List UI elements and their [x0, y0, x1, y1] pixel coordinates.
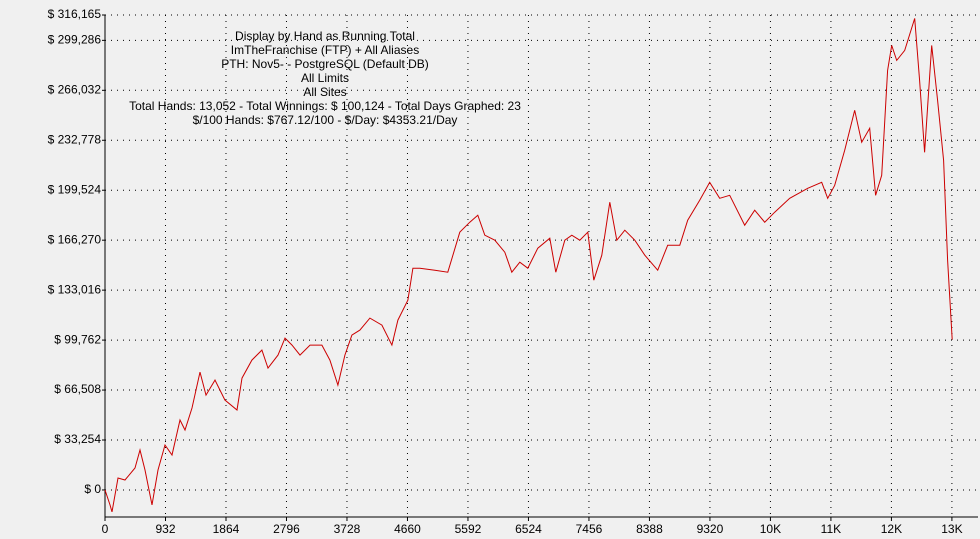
x-tick-label: 4660 [394, 522, 421, 536]
annotation: ImTheFranchise (FTP) + All Aliases [231, 43, 419, 57]
y-tick-label: $ 316,165 [48, 7, 102, 21]
y-tick-label: $ 166,270 [48, 232, 102, 246]
x-tick-label: 9320 [697, 522, 724, 536]
y-tick-label: $ 266,032 [48, 82, 102, 96]
x-tick-label: 2796 [273, 522, 300, 536]
annotation: $/100 Hands: $767.12/100 - $/Day: $4353.… [193, 113, 458, 127]
y-tick-label: $ 66,508 [54, 382, 101, 396]
y-tick-label: $ 299,286 [48, 33, 102, 47]
annotation: Display by Hand as Running Total [235, 29, 415, 43]
x-tick-label: 932 [155, 522, 175, 536]
annotation: PTH: Nov5- - PostgreSQL (Default DB) [221, 57, 429, 71]
x-tick-label: 5592 [455, 522, 482, 536]
y-tick-label: $ 199,524 [48, 182, 102, 196]
x-tick-label: 6524 [515, 522, 542, 536]
x-tick-label: 8388 [636, 522, 663, 536]
x-tick-label: 13K [941, 522, 962, 536]
y-tick-label: $ 0 [84, 482, 101, 496]
annotation: All Sites [303, 85, 346, 99]
y-tick-label: $ 133,016 [48, 282, 102, 296]
x-tick-label: 1864 [213, 522, 240, 536]
y-tick-label: $ 33,254 [54, 432, 101, 446]
y-tick-label: $ 232,778 [48, 132, 102, 146]
x-tick-label: 7456 [576, 522, 603, 536]
x-tick-label: 11K [821, 522, 841, 536]
x-tick-label: 10K [760, 522, 781, 536]
x-tick-label: 12K [881, 522, 902, 536]
x-tick-label: 3728 [334, 522, 361, 536]
annotation: All Limits [301, 71, 349, 85]
x-tick-label: 0 [102, 522, 109, 536]
line-series [104, 18, 953, 513]
annotation: Total Hands: 13,052 - Total Winnings: $ … [129, 99, 521, 113]
y-tick-label: $ 99,762 [54, 332, 101, 346]
